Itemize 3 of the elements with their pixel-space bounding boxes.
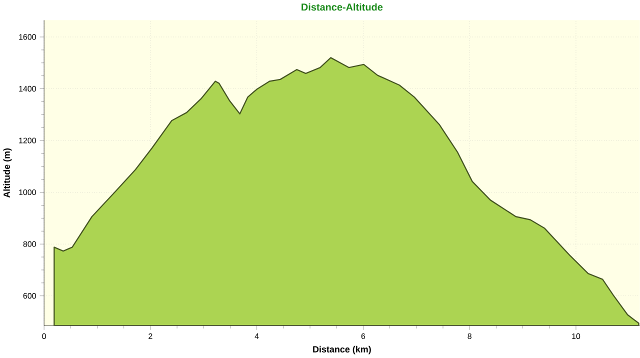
x-axis-title: Distance (km) <box>313 346 371 354</box>
chart-title: Distance-Altitude <box>302 4 383 11</box>
y-axis-title: Altitude (m) <box>3 148 12 198</box>
